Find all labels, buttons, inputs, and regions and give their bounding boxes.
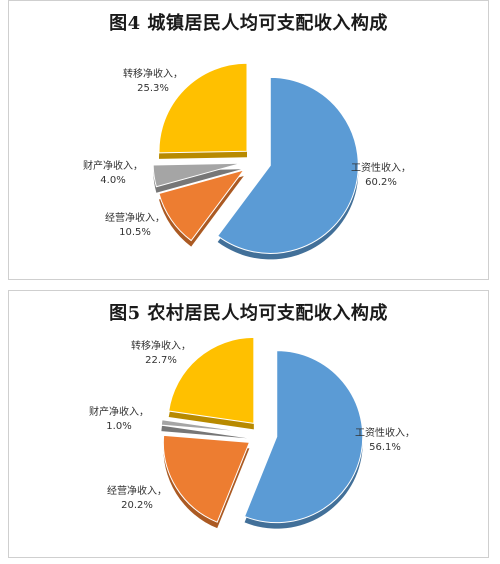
chart-panel-rural: 图5 农村居民人均可支配收入构成 工资性收入， 56.1% 经营净收入， 20.2% 财… <box>8 290 489 558</box>
pie-chart-rural: 工资性收入， 56.1% 经营净收入， 20.2% 财产净收入， 1.0% 转移净收入， 22… <box>89 336 415 529</box>
slice-category-label: 转移净收入， <box>123 67 183 80</box>
slice-category-label: 工资性收入， <box>351 161 411 174</box>
slice-value-label: 10.5% <box>119 227 151 238</box>
slice-value-label: 60.2% <box>365 177 397 188</box>
slice-category-label: 转移净收入， <box>131 339 191 352</box>
pie-slice <box>158 62 248 154</box>
pie-slice <box>168 336 255 424</box>
pie-slice <box>216 76 359 254</box>
slice-category-label: 财产净收入， <box>83 159 143 172</box>
slice-value-label: 4.0% <box>100 175 125 186</box>
slice-category-label: 工资性收入， <box>355 426 415 439</box>
chart-panel-urban: 图4 城镇居民人均可支配收入构成 工资性收入， 60.2% 经营净收入， 10.5% 财… <box>8 0 489 280</box>
pie-slice <box>152 162 242 188</box>
slice-category-label: 经营净收入， <box>105 211 165 224</box>
slice-value-label: 56.1% <box>369 442 401 453</box>
slice-value-label: 20.2% <box>121 500 153 511</box>
pie-slice-side <box>161 425 248 439</box>
pie-slice <box>158 169 246 242</box>
slice-value-label: 25.3% <box>137 83 169 94</box>
pie-chart-urban: 工资性收入， 60.2% 经营净收入， 10.5% 财产净收入， 4.0% 转移净收入， 25… <box>83 62 411 260</box>
chart-title: 图5 农村居民人均可支配收入构成 <box>109 303 388 324</box>
pie-slice <box>162 434 251 523</box>
pie-slice <box>243 350 364 524</box>
pie-slice <box>160 419 248 433</box>
slice-value-label: 22.7% <box>145 355 177 366</box>
slice-category-label: 财产净收入， <box>89 405 149 418</box>
chart-title: 图4 城镇居民人均可支配收入构成 <box>109 13 388 34</box>
slice-category-label: 经营净收入， <box>107 484 167 497</box>
slice-value-label: 1.0% <box>106 421 131 432</box>
